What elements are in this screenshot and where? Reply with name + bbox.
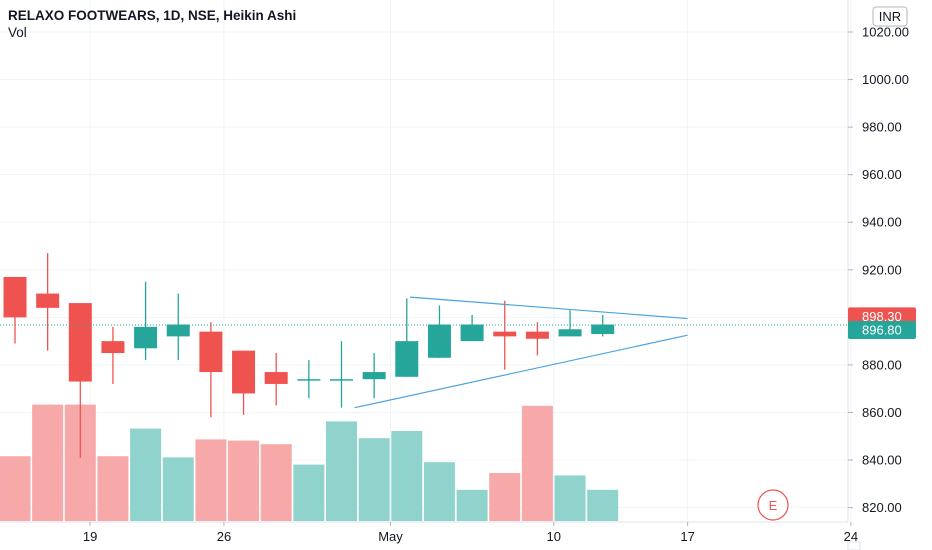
candle-body xyxy=(36,293,60,308)
volume-bar xyxy=(587,489,619,521)
candle-body xyxy=(427,324,451,358)
candle-body xyxy=(297,379,321,381)
time-tick-label: 24 xyxy=(844,529,858,544)
price-tick-label: 920.00 xyxy=(862,262,902,277)
time-tick-label: 10 xyxy=(546,529,560,544)
trendline xyxy=(354,334,688,409)
time-tick-label: May xyxy=(378,529,403,544)
price-tick-label: 880.00 xyxy=(862,357,902,372)
volume-bar xyxy=(326,421,357,521)
price-tick-label: 960.00 xyxy=(862,167,902,182)
volume-bar xyxy=(293,464,325,521)
candle-body xyxy=(264,372,288,384)
price-tag-bg xyxy=(848,320,916,339)
grid xyxy=(0,0,852,522)
candle-body xyxy=(558,329,582,337)
candle-body xyxy=(134,326,158,349)
chart-title: RELAXO FOOTWEARS, 1D, NSE, Heikin Ashi xyxy=(8,8,297,23)
candle-body xyxy=(330,379,353,381)
price-tag-label: 896.80 xyxy=(862,322,902,337)
candle-body xyxy=(68,303,92,382)
volume-bar xyxy=(32,404,64,521)
candle-body xyxy=(493,331,517,337)
volume-bar xyxy=(358,438,390,521)
price-tick-label: 840.00 xyxy=(862,453,902,468)
chart-header: RELAXO FOOTWEARS, 1D, NSE, Heikin Ashi V… xyxy=(8,7,296,42)
candle-body xyxy=(3,276,27,318)
volume-bar xyxy=(456,489,488,521)
price-tag-label: 898.30 xyxy=(862,309,902,324)
candle-body xyxy=(395,341,419,377)
candle-body xyxy=(101,341,125,354)
volume-bar xyxy=(521,405,553,521)
time-axis[interactable]: 19 26 May 10 17 24 xyxy=(83,522,858,544)
price-tick-label: 860.00 xyxy=(862,405,902,420)
volume-bar xyxy=(228,440,260,521)
volume-bar xyxy=(260,444,292,521)
time-tick-label: 26 xyxy=(217,529,231,544)
earnings-marker[interactable]: E xyxy=(757,489,789,521)
volume-bar xyxy=(130,428,162,521)
volume-label: Vol xyxy=(8,25,27,40)
volume-bars xyxy=(0,404,619,521)
candle-body xyxy=(199,331,223,373)
currency-badge-text: INR xyxy=(879,9,901,24)
candle-body xyxy=(232,350,256,394)
trendlines[interactable] xyxy=(354,296,688,409)
volume-bar xyxy=(195,439,227,521)
currency-badge[interactable]: INR xyxy=(872,6,908,27)
candle-body xyxy=(591,324,615,335)
candle-body xyxy=(460,324,484,342)
candles xyxy=(3,253,615,458)
volume-bar xyxy=(97,456,129,521)
price-axis[interactable]: 1020.00 1000.00 980.00 960.00 940.00 920.00 88… xyxy=(848,25,909,516)
time-tick-label: 17 xyxy=(680,529,694,544)
price-tick-label: 940.00 xyxy=(862,215,902,230)
volume-bar xyxy=(489,473,521,521)
time-tick-label: 19 xyxy=(83,529,97,544)
candle-body xyxy=(362,372,386,380)
price-tag-bg xyxy=(848,307,916,326)
price-tick-label: 1020.00 xyxy=(862,25,909,40)
candle-body xyxy=(525,331,549,339)
trendline xyxy=(410,296,688,320)
volume-bar xyxy=(0,456,31,521)
price-tick-label: 980.00 xyxy=(862,120,902,135)
volume-bar xyxy=(162,457,194,521)
earnings-marker-text: E xyxy=(769,498,778,513)
price-tick-label: 1000.00 xyxy=(862,72,909,87)
candle-body xyxy=(166,324,190,337)
scroll-handle[interactable] xyxy=(847,541,861,550)
volume-bar xyxy=(391,431,423,521)
price-tick-label: 820.00 xyxy=(862,500,902,515)
volume-bar xyxy=(423,462,455,521)
volume-bar xyxy=(554,475,586,521)
